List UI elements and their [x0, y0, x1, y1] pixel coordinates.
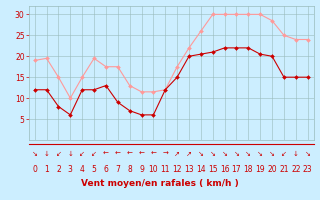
- Text: 12: 12: [172, 164, 182, 173]
- Text: 16: 16: [220, 164, 229, 173]
- Text: ↓: ↓: [68, 151, 73, 157]
- Text: 6: 6: [103, 164, 108, 173]
- Text: ←: ←: [127, 151, 132, 157]
- Text: ↘: ↘: [257, 151, 263, 157]
- Text: ↗: ↗: [174, 151, 180, 157]
- Text: ←: ←: [115, 151, 121, 157]
- Text: ↘: ↘: [210, 151, 216, 157]
- Text: 2: 2: [56, 164, 61, 173]
- Text: 17: 17: [232, 164, 241, 173]
- Text: 0: 0: [32, 164, 37, 173]
- Text: 19: 19: [255, 164, 265, 173]
- Text: ↗: ↗: [186, 151, 192, 157]
- Text: →: →: [162, 151, 168, 157]
- Text: 10: 10: [148, 164, 158, 173]
- Text: 8: 8: [127, 164, 132, 173]
- Text: ↙: ↙: [79, 151, 85, 157]
- Text: ↘: ↘: [32, 151, 38, 157]
- Text: 11: 11: [161, 164, 170, 173]
- Text: 4: 4: [80, 164, 84, 173]
- Text: ↘: ↘: [234, 151, 239, 157]
- Text: 22: 22: [291, 164, 300, 173]
- Text: ↘: ↘: [222, 151, 228, 157]
- Text: 3: 3: [68, 164, 73, 173]
- Text: ↙: ↙: [56, 151, 61, 157]
- Text: ↘: ↘: [198, 151, 204, 157]
- Text: 15: 15: [208, 164, 218, 173]
- Text: ↘: ↘: [245, 151, 251, 157]
- Text: Vent moyen/en rafales ( km/h ): Vent moyen/en rafales ( km/h ): [81, 178, 239, 188]
- Text: ←: ←: [150, 151, 156, 157]
- Text: 5: 5: [92, 164, 97, 173]
- Text: 7: 7: [116, 164, 120, 173]
- Text: 9: 9: [139, 164, 144, 173]
- Text: 21: 21: [279, 164, 289, 173]
- Text: ↙: ↙: [91, 151, 97, 157]
- Text: ←: ←: [103, 151, 109, 157]
- Text: ↙: ↙: [281, 151, 287, 157]
- Text: 14: 14: [196, 164, 206, 173]
- Text: 1: 1: [44, 164, 49, 173]
- Text: 23: 23: [303, 164, 312, 173]
- Text: ↓: ↓: [293, 151, 299, 157]
- Text: 20: 20: [267, 164, 277, 173]
- Text: ←: ←: [139, 151, 144, 157]
- Text: 18: 18: [244, 164, 253, 173]
- Text: ↘: ↘: [269, 151, 275, 157]
- Text: ↘: ↘: [305, 151, 311, 157]
- Text: 13: 13: [184, 164, 194, 173]
- Text: ↓: ↓: [44, 151, 50, 157]
